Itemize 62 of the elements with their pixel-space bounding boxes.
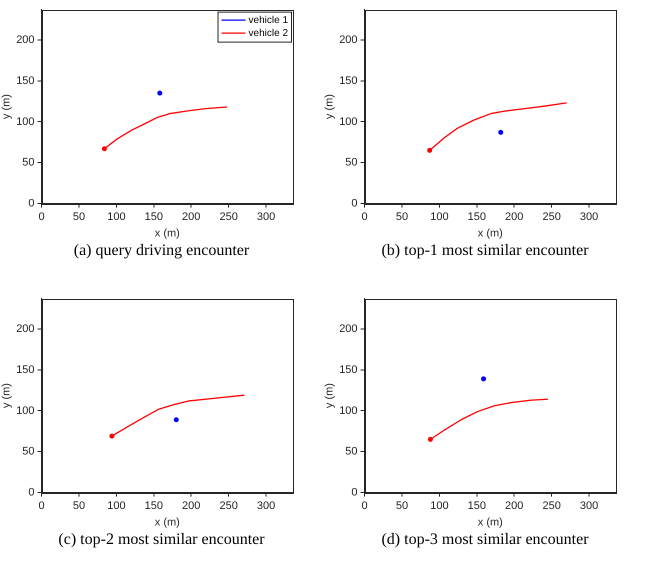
y-tick-label: 0: [351, 486, 358, 499]
y-tick-label: 50: [22, 156, 35, 169]
y-tick-label: 150: [16, 364, 35, 376]
x-tick-label: 50: [396, 211, 408, 224]
legend-label: vehicle 1: [248, 14, 288, 26]
y-axis-title: y (m): [324, 383, 336, 408]
x-tick-label: 0: [38, 500, 45, 512]
x-axis-title: x (m): [154, 516, 180, 528]
y-tick-label: 100: [339, 404, 358, 417]
x-tick-label: 200: [182, 500, 200, 512]
text: (a) query driving encounter: [72, 242, 250, 260]
x-tick-label: 200: [505, 211, 524, 224]
text: (b) top-1 most similar encounter: [380, 242, 590, 260]
y-tick-label: 200: [16, 34, 35, 46]
x-tick-label: 0: [38, 211, 45, 224]
y-tick-label: 50: [345, 446, 358, 458]
x-tick-label: 50: [72, 500, 86, 512]
y-tick-label: 0: [351, 198, 358, 210]
x-tick-label: 250: [542, 211, 561, 224]
y-axis-title: y (m): [0, 383, 13, 408]
y-tick-label: 150: [339, 364, 358, 376]
x-tick-label: 300: [256, 500, 276, 512]
x-tick-label: 50: [396, 500, 408, 512]
y-tick-label: 100: [16, 116, 35, 128]
x-tick-label: 0: [361, 500, 368, 512]
x-tick-label: 100: [430, 500, 449, 512]
x-tick-label: 250: [542, 500, 561, 512]
x-axis-title: x (m): [154, 227, 180, 240]
x-axis-title: x (m): [478, 516, 503, 528]
legend-label: vehicle 2: [248, 28, 288, 39]
y-tick-label: 200: [339, 34, 358, 46]
x-tick-label: 250: [219, 500, 238, 512]
x-tick-label: 150: [468, 211, 486, 224]
y-tick-label: 50: [345, 156, 358, 169]
x-tick-label: 300: [580, 211, 598, 224]
y-tick-label: 200: [339, 322, 358, 335]
text: (c) top-2 most similar encounter: [57, 531, 266, 549]
x-tick-label: 150: [144, 211, 163, 224]
x-tick-label: 150: [144, 500, 163, 512]
x-tick-label: 0: [361, 211, 368, 224]
y-tick-label: 150: [16, 74, 35, 87]
y-tick-label: 150: [339, 74, 358, 87]
y-tick-label: 0: [28, 198, 35, 210]
x-tick-label: 300: [256, 211, 276, 224]
x-tick-label: 150: [468, 500, 486, 512]
y-axis-title: y (m): [0, 94, 13, 120]
x-tick-label: 50: [72, 211, 86, 224]
x-axis-title: x (m): [478, 227, 503, 240]
y-tick-label: 200: [16, 322, 35, 335]
x-tick-label: 200: [182, 211, 200, 224]
x-tick-label: 100: [107, 500, 126, 512]
x-tick-label: 200: [505, 500, 524, 512]
x-tick-label: 250: [219, 211, 238, 224]
y-tick-label: 50: [22, 446, 35, 458]
y-tick-label: 0: [28, 486, 35, 499]
y-axis-title: y (m): [324, 94, 336, 120]
y-tick-label: 100: [16, 404, 35, 417]
text: (d) top-3 most similar encounter: [380, 531, 590, 549]
x-tick-label: 300: [580, 500, 598, 512]
y-tick-label: 100: [339, 116, 358, 128]
x-tick-label: 100: [430, 211, 449, 224]
x-tick-label: 100: [107, 211, 126, 224]
